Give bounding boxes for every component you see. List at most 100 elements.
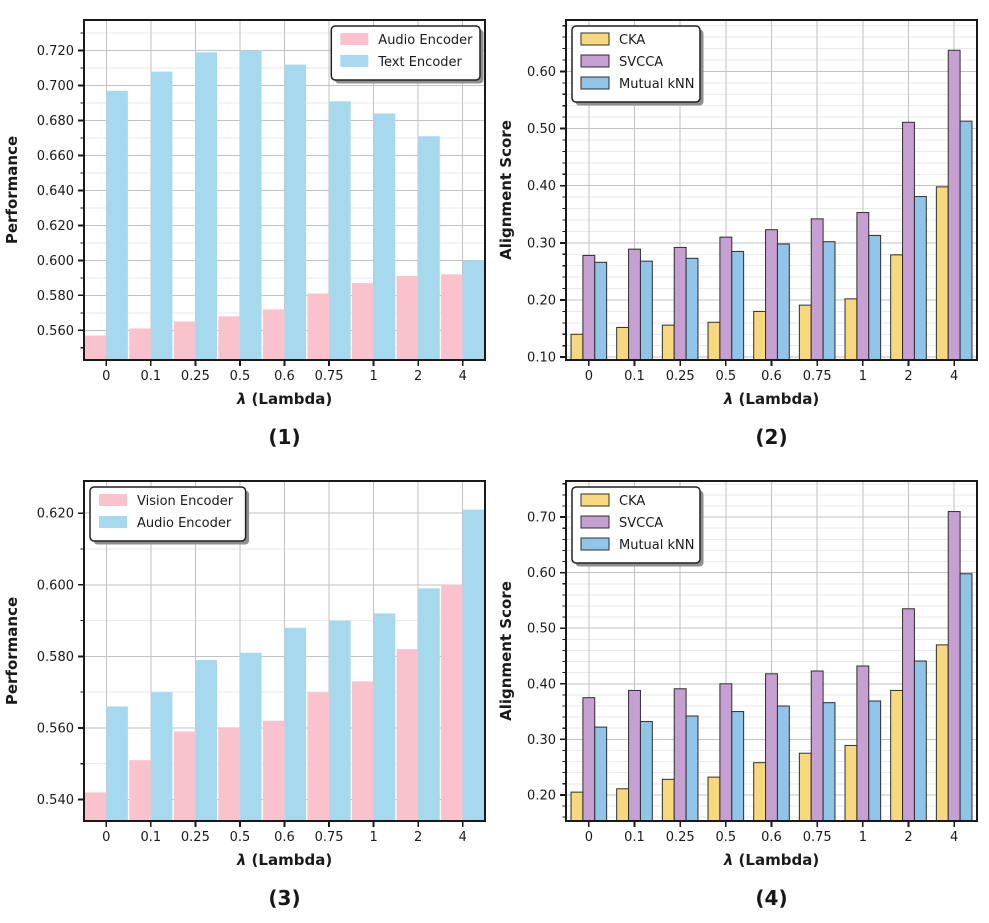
svg-text:0.6: 0.6 <box>761 369 782 384</box>
svg-text:0.25: 0.25 <box>666 369 695 384</box>
bar <box>218 727 240 821</box>
svg-text:2: 2 <box>414 369 422 384</box>
legend: Vision Encoder Audio Encoder <box>89 486 250 545</box>
y-axis-ticks: 0.560 0.580 0.600 0.620 0.640 0.660 0.680 0.700… <box>37 32 84 349</box>
bar <box>173 731 196 821</box>
bar <box>352 283 374 360</box>
svg-text:4: 4 <box>459 830 467 845</box>
bar <box>396 276 419 360</box>
bar <box>129 760 151 821</box>
y-axis-label: Alignment Score <box>497 120 515 260</box>
bar <box>594 261 608 361</box>
svg-text:0.5: 0.5 <box>715 369 736 384</box>
bar <box>673 246 687 361</box>
chart-3-cell: 0.540 0.560 0.580 0.600 0.620 0 0.1 0.25 0.5 0.6 0… <box>0 461 494 922</box>
x-axis-label: λ (Lambda) <box>236 851 332 869</box>
bar <box>441 274 463 360</box>
bar <box>902 608 915 822</box>
svg-text:0.560: 0.560 <box>37 324 74 339</box>
svg-text:2: 2 <box>904 830 912 845</box>
svg-text:0.75: 0.75 <box>803 369 832 384</box>
legend-label-text-encoder: Text Encoder <box>377 55 462 70</box>
x-axis-ticks: 0 0.1 0.25 0.5 0.6 0.75 1 2 4 <box>102 360 467 384</box>
bar <box>616 788 630 822</box>
bars-cka <box>570 186 949 361</box>
bar <box>570 791 584 822</box>
bar <box>284 627 307 821</box>
bar <box>418 136 440 360</box>
legend-label-cka: CKA <box>619 33 645 48</box>
svg-text:0: 0 <box>102 830 110 845</box>
svg-text:0.25: 0.25 <box>181 369 210 384</box>
bar <box>570 333 584 361</box>
bars-audio-encoder <box>106 509 485 821</box>
bar <box>218 316 240 360</box>
svg-text:0.1: 0.1 <box>624 830 645 845</box>
bar <box>902 121 915 361</box>
svg-text:0.600: 0.600 <box>37 578 74 593</box>
bar <box>959 120 973 361</box>
bar <box>329 101 351 360</box>
bar <box>753 310 767 361</box>
svg-text:0.20: 0.20 <box>527 788 556 803</box>
y-axis-label: Performance <box>3 597 21 705</box>
legend-swatch-audio-encoder <box>99 516 127 528</box>
legend: CKA SVCCA Mutual kNN <box>571 486 704 567</box>
chart-4-caption: (4) <box>755 886 788 910</box>
x-axis-ticks: 0 0.1 0.25 0.5 0.6 0.75 1 2 4 <box>102 821 467 845</box>
bar <box>396 649 419 821</box>
bar <box>661 324 675 361</box>
svg-text:0.50: 0.50 <box>527 122 556 137</box>
bar <box>195 52 217 361</box>
svg-text:0.25: 0.25 <box>181 830 210 845</box>
bar <box>753 762 767 822</box>
bar <box>719 236 733 361</box>
bar <box>462 509 485 821</box>
svg-text:0.600: 0.600 <box>37 254 74 269</box>
bar <box>776 243 790 361</box>
legend-swatch-cka <box>580 493 610 507</box>
svg-text:0.30: 0.30 <box>527 236 556 251</box>
x-axis-label: λ (Lambda) <box>236 390 332 408</box>
bar <box>707 776 721 822</box>
bar <box>707 321 721 361</box>
svg-text:1: 1 <box>369 369 377 384</box>
bar <box>947 511 961 822</box>
svg-text:0: 0 <box>585 369 593 384</box>
svg-text:0.6: 0.6 <box>761 830 782 845</box>
bar <box>731 711 745 822</box>
svg-text:0.40: 0.40 <box>527 677 556 692</box>
svg-text:0.560: 0.560 <box>37 721 74 736</box>
svg-text:0.60: 0.60 <box>527 566 556 581</box>
svg-text:0.720: 0.720 <box>37 44 74 59</box>
bar <box>844 298 858 361</box>
svg-text:0.10: 0.10 <box>527 351 556 366</box>
bar <box>685 257 699 361</box>
svg-text:0.25: 0.25 <box>666 830 695 845</box>
bar <box>822 702 836 822</box>
svg-text:0.1: 0.1 <box>140 369 161 384</box>
svg-text:0.6: 0.6 <box>274 830 295 845</box>
svg-text:0.700: 0.700 <box>37 79 74 94</box>
bar <box>673 688 687 822</box>
svg-text:4: 4 <box>950 830 958 845</box>
legend-label-mutual-knn: Mutual kNN <box>619 538 694 553</box>
bar <box>373 613 396 821</box>
legend-label-svcca: SVCCA <box>619 516 663 531</box>
svg-text:0.620: 0.620 <box>37 507 74 522</box>
legend-label-mutual-knn: Mutual kNN <box>619 77 694 92</box>
bar <box>947 49 961 361</box>
bar <box>890 689 904 822</box>
y-axis-ticks: 0.20 0.30 0.40 0.50 0.60 0.70 <box>527 483 566 818</box>
bar <box>106 706 128 821</box>
bar <box>719 683 733 822</box>
bar <box>765 229 778 361</box>
svg-text:1: 1 <box>859 830 867 845</box>
x-axis-ticks: 0 0.1 0.25 0.5 0.6 0.75 1 2 4 <box>585 821 958 845</box>
bar <box>195 659 217 821</box>
svg-text:0: 0 <box>585 830 593 845</box>
svg-text:0.30: 0.30 <box>527 733 556 748</box>
svg-text:1: 1 <box>859 369 867 384</box>
bar <box>582 254 596 361</box>
